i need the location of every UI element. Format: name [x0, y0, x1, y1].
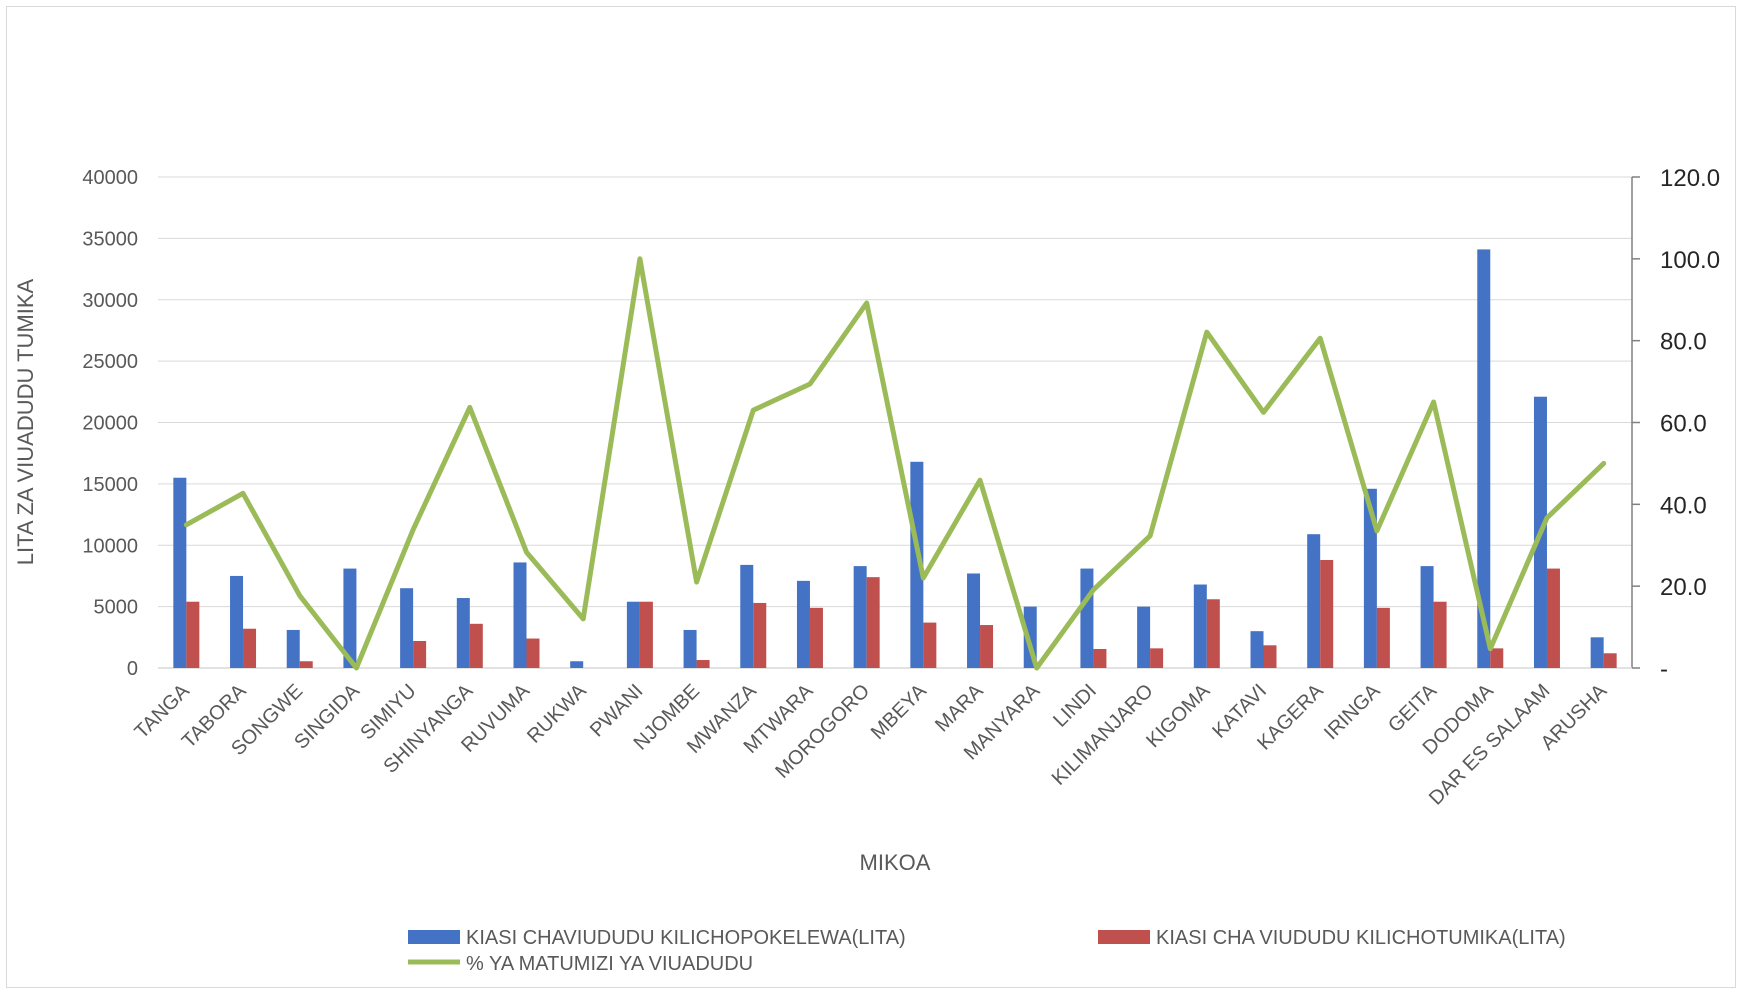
- tick-labels: 0 5000 10000 15000 20000 25000 30000 35000 40000…: [82, 165, 1720, 810]
- bar-used: [866, 577, 880, 668]
- bar-received: [910, 461, 924, 668]
- x-tick-label: IRINGA: [1320, 680, 1385, 745]
- y-tick-label: 10000: [82, 535, 138, 557]
- legend-label-received: KIASI CHAVIUDUDU KILICHOPOKELEWA(LITA): [466, 927, 906, 949]
- bar-received: [1590, 637, 1604, 668]
- bar-received: [400, 588, 414, 668]
- bar-used: [186, 601, 200, 668]
- bar-used: [1150, 648, 1164, 668]
- bar-received: [1363, 488, 1377, 668]
- bar-used: [696, 660, 710, 668]
- line-percent-usage: [183, 256, 1607, 671]
- bar-received: [626, 601, 640, 668]
- y-tick-label: 0: [127, 658, 138, 680]
- bar-received: [173, 477, 187, 668]
- y2-tick-label: 120.0: [1660, 165, 1720, 192]
- y-tick-label: 5000: [94, 597, 139, 619]
- bar-used: [980, 625, 994, 668]
- bar-used: [526, 638, 540, 668]
- bar-used: [413, 640, 427, 668]
- bar-used: [639, 601, 653, 668]
- bar-used: [299, 661, 313, 668]
- x-tick-label: KILIMANJARO: [1048, 680, 1158, 790]
- y-tick-label: 35000: [82, 228, 138, 250]
- bar-used: [1263, 645, 1277, 668]
- bar-received: [570, 661, 584, 668]
- bar-received: [456, 598, 470, 668]
- x-tick-label: LINDI: [1049, 680, 1101, 732]
- y2-tick-label: 80.0: [1660, 329, 1707, 356]
- bar-received: [683, 629, 697, 668]
- bar-received: [1250, 631, 1264, 668]
- bar-received: [1137, 606, 1151, 668]
- y-tick-label: 40000: [82, 167, 138, 189]
- legend: KIASI CHAVIUDUDU KILICHOPOKELEWA(LITA) K…: [408, 927, 1566, 975]
- y2-tick-label: 60.0: [1660, 411, 1707, 438]
- bar-used: [1376, 607, 1390, 668]
- bar-received: [740, 564, 754, 668]
- bar-received: [1307, 534, 1321, 668]
- y2-tick-label: 40.0: [1660, 492, 1707, 519]
- bars: [173, 249, 1617, 669]
- y-tick-label: 30000: [82, 290, 138, 312]
- y-tick-label: 15000: [82, 474, 138, 496]
- bar-received: [967, 573, 981, 668]
- y2-tick-label: -: [1660, 656, 1668, 683]
- bar-used: [1093, 648, 1107, 668]
- bar-received: [1420, 566, 1434, 668]
- bar-used: [923, 622, 937, 668]
- bar-used: [1603, 653, 1617, 668]
- bar-used: [243, 628, 257, 668]
- legend-swatch-used: [1098, 930, 1150, 944]
- bar-used: [469, 623, 483, 668]
- bar-received: [1193, 584, 1207, 668]
- bar-used: [1320, 559, 1334, 668]
- legend-swatch-received: [408, 930, 460, 944]
- bar-received: [1080, 568, 1094, 668]
- bar-received: [1477, 249, 1491, 669]
- bar-received: [853, 566, 867, 668]
- bar-received: [796, 580, 810, 668]
- legend-label-used: KIASI CHA VIUDUDU KILICHOTUMIKA(LITA): [1156, 927, 1566, 949]
- y2-tick-label: 20.0: [1660, 574, 1707, 601]
- gridlines: [158, 176, 1632, 669]
- chart-frame: [6, 6, 1736, 988]
- bar-used: [809, 607, 823, 668]
- y-tick-label: 25000: [82, 351, 138, 373]
- legend-label-percent: % YA MATUMIZI YA VIUADUDU: [466, 953, 753, 975]
- bar-used: [1546, 568, 1560, 668]
- bar-used: [1206, 599, 1220, 668]
- y-tick-label: 20000: [82, 413, 138, 435]
- x-tick-label: KIGOMA: [1142, 680, 1215, 753]
- bar-used: [1433, 601, 1447, 668]
- bar-received: [343, 568, 357, 668]
- x-tick-label: RUKWA: [523, 680, 591, 748]
- bar-received: [513, 562, 527, 668]
- y2-tick-label: 100.0: [1660, 247, 1720, 274]
- bar-used: [1490, 648, 1504, 668]
- bar-received: [230, 575, 244, 668]
- x-tick-label: MBEYA: [867, 680, 931, 744]
- x-axis-title: MIKOA: [860, 850, 931, 875]
- y-axis-title: LITA ZA VIUADUDU TUMIKA: [13, 278, 38, 565]
- bar-used: [753, 602, 767, 668]
- bar-received: [286, 629, 300, 668]
- line-series: [183, 256, 1607, 671]
